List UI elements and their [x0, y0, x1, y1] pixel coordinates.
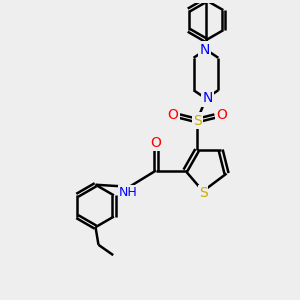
Text: N: N: [202, 92, 213, 106]
Text: NH: NH: [118, 186, 137, 199]
Text: O: O: [216, 108, 227, 122]
Text: S: S: [193, 114, 202, 128]
Text: N: N: [199, 43, 210, 57]
Text: O: O: [167, 108, 178, 122]
Text: O: O: [151, 136, 161, 150]
Text: S: S: [199, 186, 207, 200]
